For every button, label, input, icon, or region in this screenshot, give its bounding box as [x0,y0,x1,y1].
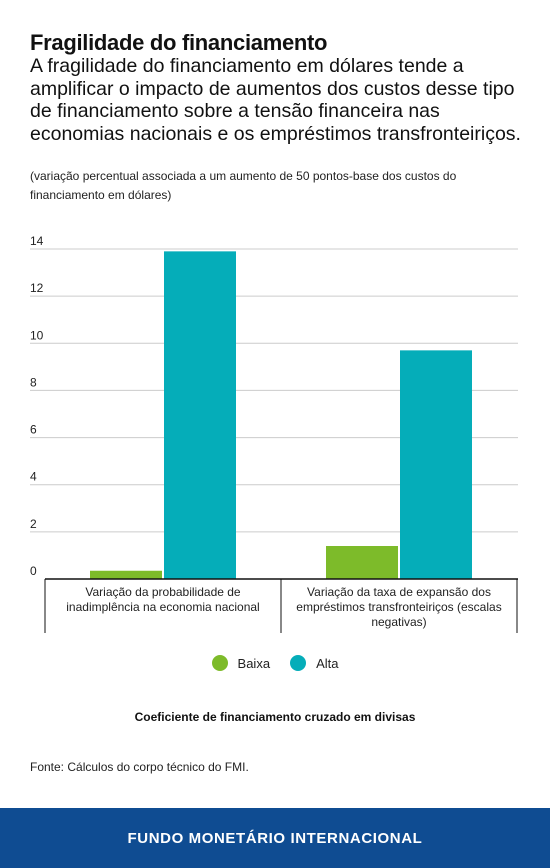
y-tick-label: 12 [30,281,44,295]
chart-title: Fragilidade do financiamento [30,30,328,55]
bar-alta-1 [164,251,236,579]
bar-baixa-2 [326,546,398,579]
legend-label-alta: Alta [316,655,339,671]
chart-subtitle: A fragilidade do financiamento em dólare… [30,55,521,145]
x-category-label: Variação da taxa de expansão dos emprésti… [296,585,501,629]
legend-label-baixa: Baixa [237,655,271,671]
bar-baixa-1 [90,570,162,579]
y-tick-label: 4 [30,470,37,484]
x-axis-title: Coeficiente de financiamento cruzado em … [134,710,416,724]
footer-banner: FUNDO MONETÁRIO INTERNACIONAL [0,808,550,868]
legend-swatch-baixa [211,655,228,671]
source-note: Fonte: Cálculos do corpo técnico do FMI. [30,760,249,774]
y-tick-label: 6 [30,423,37,437]
chart-note: (variação percentual associada a um aume… [30,169,457,202]
bar-alta-2 [400,350,472,579]
y-tick-label: 14 [30,234,44,248]
x-category-label: Variação da probabilidade de inadimplênci… [66,585,259,614]
y-tick-label: 0 [30,564,37,578]
y-tick-label: 8 [30,375,37,389]
legend-item-baixa: Baixa [211,655,271,671]
y-tick-label: 2 [30,517,37,531]
y-tick-label: 10 [30,328,44,342]
legend-swatch-alta [290,655,307,671]
legend: Baixa Alta [0,655,550,671]
legend-item-alta: Alta [290,655,338,671]
bar-chart: 0 2 4 6 8 10 12 14 Variação da probabilidade de i… [30,234,518,633]
footer-org-name: FUNDO MONETÁRIO INTERNACIONAL [127,829,423,847]
